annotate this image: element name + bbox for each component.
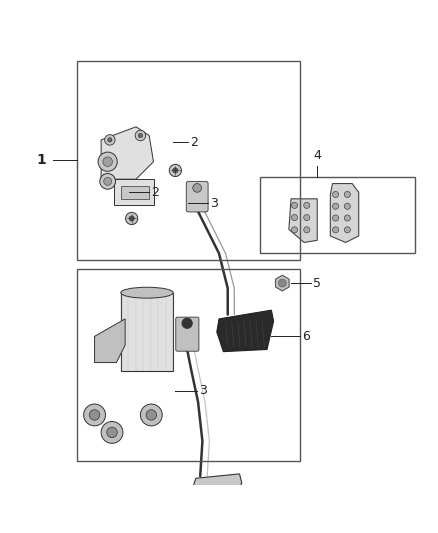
Circle shape [126, 212, 138, 224]
Bar [77, 61, 300, 260]
Polygon shape [217, 310, 274, 352]
Circle shape [344, 215, 350, 221]
Polygon shape [191, 474, 242, 509]
Text: 1: 1 [37, 152, 46, 166]
Text: 4: 4 [313, 149, 321, 161]
Circle shape [332, 215, 339, 221]
Text: 3: 3 [210, 197, 218, 209]
Polygon shape [101, 127, 153, 179]
Circle shape [291, 215, 297, 221]
Circle shape [344, 203, 350, 209]
Circle shape [104, 177, 112, 185]
Bar [77, 269, 300, 461]
Circle shape [141, 404, 162, 426]
Ellipse shape [121, 287, 173, 298]
Circle shape [182, 318, 192, 328]
Circle shape [135, 130, 146, 141]
FancyBboxPatch shape [186, 181, 208, 212]
Circle shape [89, 410, 100, 420]
Polygon shape [276, 275, 289, 291]
Circle shape [304, 215, 310, 221]
Circle shape [129, 216, 134, 221]
Circle shape [173, 168, 178, 173]
Circle shape [291, 203, 297, 208]
Circle shape [344, 191, 350, 198]
Circle shape [193, 183, 201, 192]
Circle shape [108, 138, 112, 142]
Polygon shape [121, 185, 149, 199]
Circle shape [169, 164, 181, 176]
Circle shape [332, 203, 339, 209]
Text: 2: 2 [191, 135, 198, 149]
Circle shape [332, 191, 339, 198]
Circle shape [138, 133, 143, 138]
Circle shape [98, 152, 117, 171]
Circle shape [332, 227, 339, 233]
Circle shape [107, 427, 117, 438]
Polygon shape [330, 183, 359, 243]
Text: 6: 6 [302, 330, 310, 343]
Circle shape [103, 157, 113, 166]
Circle shape [84, 404, 106, 426]
Text: 2: 2 [151, 186, 159, 199]
Polygon shape [114, 179, 153, 205]
Circle shape [279, 279, 286, 287]
Circle shape [304, 203, 310, 208]
FancyBboxPatch shape [176, 317, 199, 351]
Circle shape [304, 227, 310, 233]
Circle shape [100, 174, 116, 189]
Polygon shape [289, 199, 317, 243]
Text: 5: 5 [313, 277, 321, 289]
Text: 3: 3 [199, 384, 207, 398]
Circle shape [101, 422, 123, 443]
Circle shape [344, 227, 350, 233]
Polygon shape [121, 293, 173, 372]
Polygon shape [95, 319, 125, 362]
Circle shape [146, 410, 156, 420]
Circle shape [291, 227, 297, 233]
Circle shape [105, 135, 115, 145]
Bar [261, 177, 416, 253]
